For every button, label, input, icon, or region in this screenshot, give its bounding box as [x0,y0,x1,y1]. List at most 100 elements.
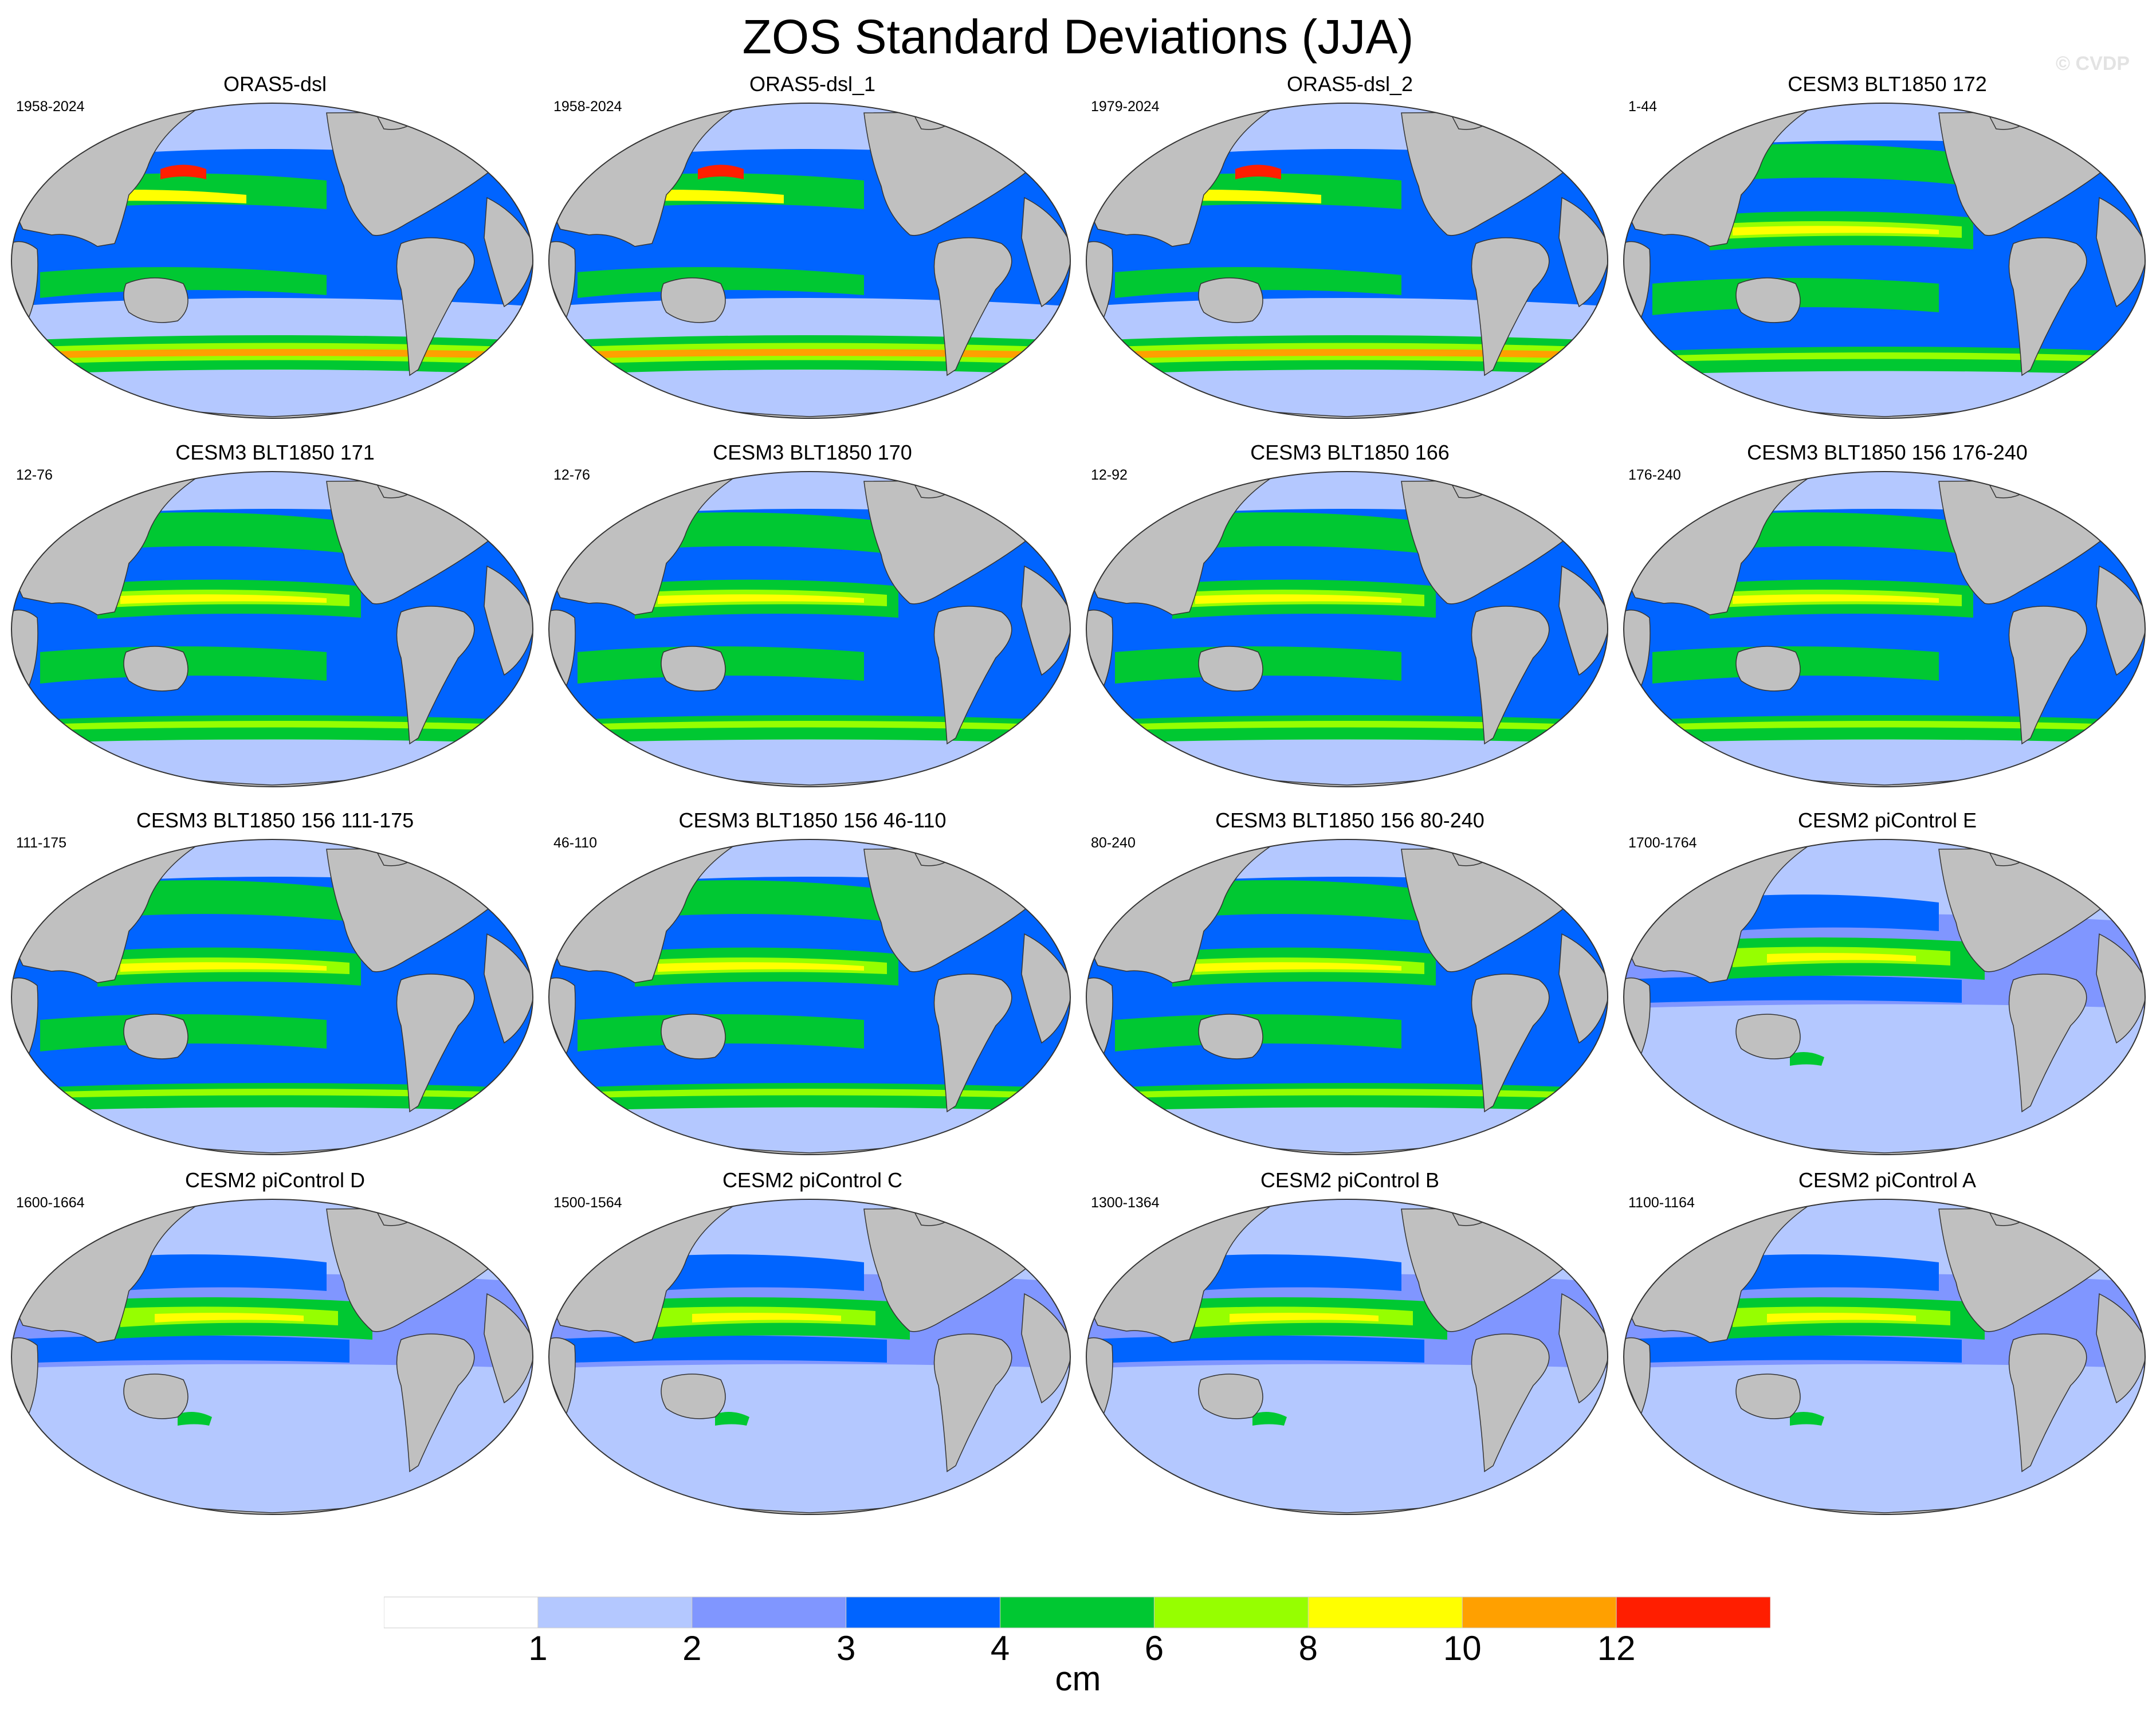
std-band-6-8 [1086,721,1608,731]
land-australia [661,1014,726,1059]
panel-years: 1700-1764 [1628,835,1697,851]
std-band-6-8 [549,1089,1070,1099]
map-outline [1623,839,2146,1155]
std-band-6-8 [11,1089,533,1099]
land-africa [1021,933,1070,1044]
land-africa [1021,565,1070,676]
land-south-america [396,606,475,745]
ocean-field [1624,103,2145,418]
panel-years: 1500-1564 [553,1195,622,1211]
panel-title: CESM3 BLT1850 171 [175,441,375,464]
world-map [1086,1199,1608,1515]
land-africa [1021,197,1070,308]
land-australia [123,646,188,692]
ocean-field [11,1199,533,1514]
colorbar-swatch [692,1596,847,1628]
land-south-america [2008,974,2087,1113]
std-band-8-10 [120,594,327,604]
land-south-america [1471,237,1550,376]
map-panel: CESM2 piControl A 1100-1164 [1618,1168,2156,1535]
land-south-america [2008,1333,2087,1473]
std-band-10-12 [11,349,533,359]
std-band-10-12 [549,349,1070,359]
std-band-4-6 [715,1412,749,1426]
std-band-8-10 [1767,953,1916,963]
land-africa [1021,1293,1070,1404]
land-africa [2096,565,2145,676]
ocean-field [549,472,1070,787]
std-band-8-10 [1733,594,1939,604]
land-australia [123,1373,188,1419]
colorbar-units-label: cm [1055,1659,1101,1698]
land-australia [1198,646,1263,692]
colorbar-tick-label: 6 [1144,1629,1164,1667]
map-outline [11,471,533,787]
std-band-8-10 [658,594,864,604]
land-south-america [1471,606,1550,745]
std-band-over-12 [160,164,206,179]
colorbar-tick-label: 3 [836,1629,856,1667]
panel-title: CESM3 BLT1850 166 [1250,441,1450,464]
land-south-america [396,237,475,376]
land-south-america [933,237,1012,376]
std-band-8-10 [692,1313,841,1322]
ocean-field [11,103,533,418]
land-africa [484,1293,533,1404]
std-band-6-8 [1086,1089,1608,1099]
panel-title: CESM2 piControl B [1260,1168,1440,1192]
map-panel: CESM2 piControl D 1600-1664 [6,1168,544,1535]
land-africa [1558,933,1608,1044]
land-africa [484,565,533,676]
map-outline [11,103,533,419]
panel-years: 1979-2024 [1091,99,1160,115]
land-south-america [2008,237,2087,376]
colorbar-tick-label: 8 [1298,1629,1318,1667]
map-panel: CESM2 piControl B 1300-1364 [1081,1168,1619,1535]
panel-years: 1600-1664 [16,1195,85,1211]
map-panel: ORAS5-dsl_2 1979-2024 [1081,72,1619,438]
ocean-field [1624,839,2145,1155]
map-panel: ORAS5-dsl_1 1958-2024 [543,72,1082,438]
std-band-4-6 [1252,1412,1287,1426]
figure-title: ZOS Standard Deviations (JJA) [742,10,1414,64]
std-band-6-8 [11,721,533,731]
map-panel: CESM3 BLT1850 170 12-76 [543,440,1082,807]
panel-years: 111-175 [16,835,67,851]
panel-years: 12-92 [1091,467,1128,483]
panel-years: 1100-1164 [1628,1195,1695,1211]
panel-years: 12-76 [553,467,590,483]
map-outline [1086,471,1608,787]
map-outline [1623,1199,2146,1515]
world-map [548,839,1071,1155]
map-outline [11,839,533,1155]
land-australia [123,1014,188,1059]
land-australia [1198,1014,1263,1059]
ocean-field [549,103,1070,418]
std-band-3-4 [549,1335,887,1364]
std-band-8-10 [1230,1313,1379,1322]
land-africa [484,197,533,308]
panel-title: CESM3 BLT1850 156 111-175 [136,809,414,832]
land-africa [2096,933,2145,1044]
ocean-field [1086,103,1608,418]
std-band-3-4 [1086,1335,1424,1364]
world-map [11,1199,533,1515]
panel-title: ORAS5-dsl_1 [749,72,876,96]
map-outline [1623,471,2146,787]
panel-title: CESM2 piControl C [722,1168,903,1192]
map-panel: CESM3 BLT1850 156 111-175 111-175 [6,808,544,1175]
map-panel: CESM3 BLT1850 171 12-76 [6,440,544,807]
std-band-8-10 [1767,1313,1916,1322]
world-map [1086,471,1608,787]
std-band-4-6 [1115,267,1401,298]
world-map [1623,471,2146,787]
land-australia [1735,1014,1801,1059]
std-band-8-10 [1733,226,1939,236]
std-band-4-6 [1790,1052,1824,1066]
ocean-field [1086,472,1608,787]
std-band-6-8 [1624,352,2145,363]
map-outline [548,103,1071,419]
land-australia [123,277,188,323]
map-outline [548,1199,1071,1515]
world-map [11,103,533,419]
